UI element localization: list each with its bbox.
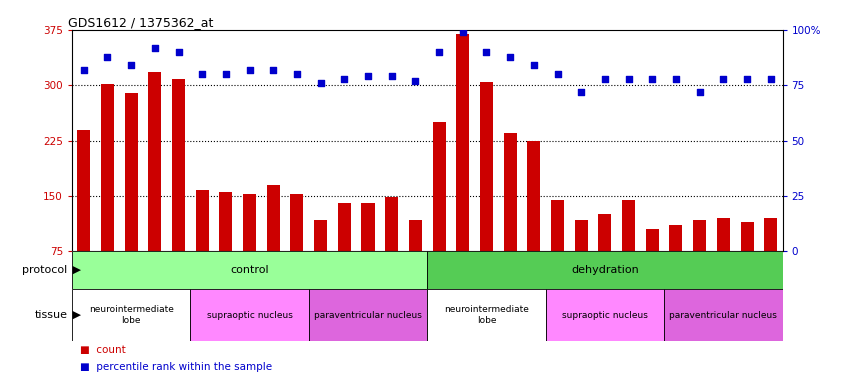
Text: GDS1612 / 1375362_at: GDS1612 / 1375362_at [69,16,214,29]
Bar [361,203,375,251]
Bar [190,289,309,341]
Point [361,74,375,80]
Point [693,89,706,95]
Point [219,71,233,77]
Bar [72,289,190,341]
Bar [574,219,588,251]
Point [243,67,256,73]
Point [622,76,635,82]
Point [574,89,588,95]
Point [645,76,659,82]
Bar [266,185,280,251]
Bar [243,195,256,251]
Point [338,76,351,82]
Bar [409,219,422,251]
Bar [645,229,659,251]
Point [101,54,114,60]
Point [385,74,398,80]
Text: dehydration: dehydration [571,265,639,275]
Bar [101,84,114,251]
Point [717,76,730,82]
Text: ■  count: ■ count [80,345,126,355]
Bar [764,218,777,251]
Text: paraventricular nucleus: paraventricular nucleus [669,310,777,320]
Bar [527,141,541,251]
Bar [664,289,783,341]
Bar [503,133,517,251]
Text: neurointermediate
lobe: neurointermediate lobe [444,305,529,325]
Bar [195,190,209,251]
Bar [124,93,138,251]
Bar [314,219,327,251]
Bar [551,200,564,251]
Bar [598,214,612,251]
Text: supraoptic nucleus: supraoptic nucleus [562,310,648,320]
Point [456,29,470,35]
Bar [338,203,351,251]
Bar [427,251,783,289]
Text: tissue: tissue [35,310,68,320]
Text: ■  percentile rank within the sample: ■ percentile rank within the sample [80,362,272,372]
Point [314,80,327,86]
Text: paraventricular nucleus: paraventricular nucleus [314,310,422,320]
Bar [717,218,730,251]
Text: supraoptic nucleus: supraoptic nucleus [206,310,293,320]
Text: protocol: protocol [23,265,68,275]
Bar [309,289,427,341]
Point [551,71,564,77]
Bar [427,289,546,341]
Point [195,71,209,77]
Bar [480,82,493,251]
Text: neurointermediate
lobe: neurointermediate lobe [89,305,173,325]
Point [764,76,777,82]
Bar [172,80,185,251]
Point [480,49,493,55]
Point [266,67,280,73]
Point [669,76,683,82]
Point [409,78,422,84]
Point [598,76,612,82]
Text: control: control [230,265,269,275]
Bar [385,197,398,251]
Bar [77,129,91,251]
Bar [546,289,664,341]
Bar [669,225,683,251]
Bar [693,219,706,251]
Point [290,71,304,77]
Bar [290,195,304,251]
Bar [72,251,427,289]
Point [503,54,517,60]
Point [124,62,138,68]
Point [77,67,91,73]
Point [432,49,446,55]
Bar [740,222,754,251]
Point [148,45,162,51]
Text: ▶: ▶ [69,265,80,275]
Bar [622,200,635,251]
Point [527,62,541,68]
Text: ▶: ▶ [69,310,80,320]
Bar [148,72,162,251]
Bar [432,122,446,251]
Bar [456,34,470,251]
Bar [219,192,233,251]
Point [172,49,185,55]
Point [740,76,754,82]
